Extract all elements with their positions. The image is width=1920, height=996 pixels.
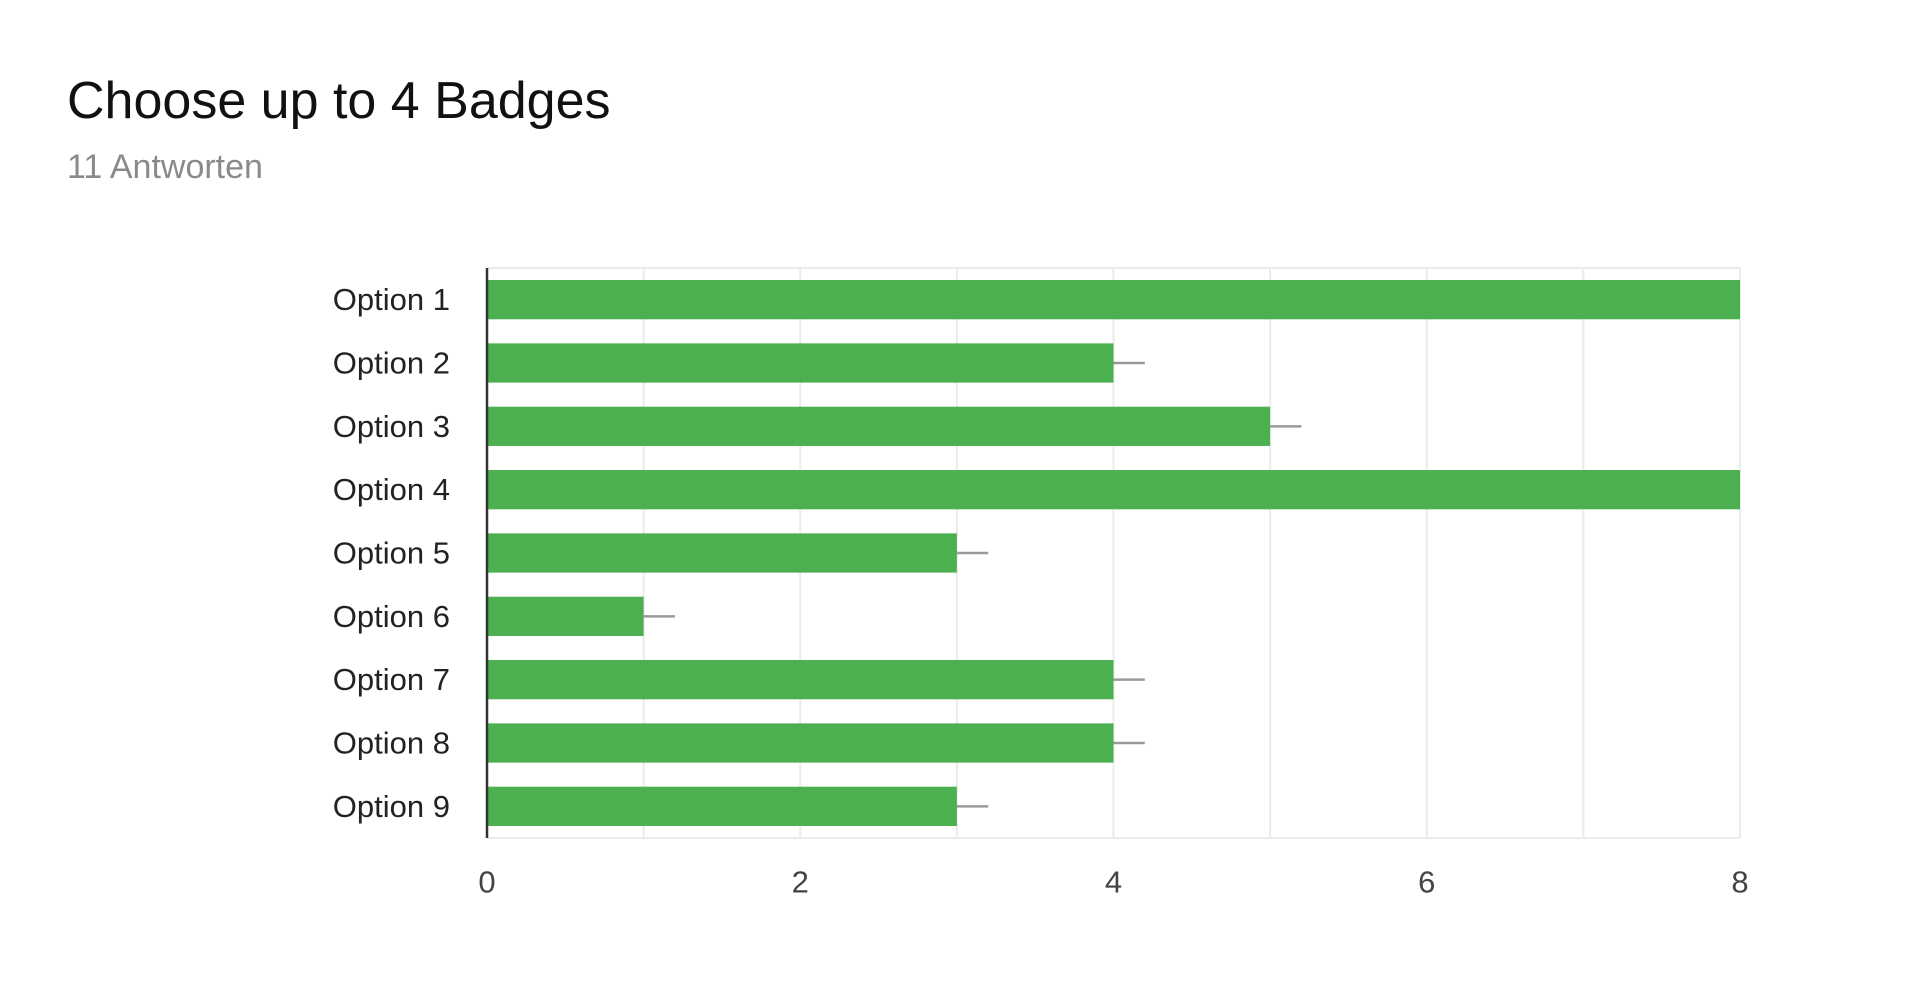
chart-title: Choose up to 4 Badges bbox=[67, 72, 611, 130]
category-label: Option 2 bbox=[333, 346, 450, 381]
x-tick-label: 4 bbox=[1105, 865, 1122, 900]
category-label: Option 8 bbox=[333, 726, 450, 761]
category-label: Option 9 bbox=[333, 789, 450, 824]
category-label: Option 1 bbox=[333, 282, 450, 317]
bar bbox=[487, 280, 1740, 320]
category-label: Option 4 bbox=[333, 472, 450, 507]
category-label: Option 5 bbox=[333, 536, 450, 571]
x-tick-label: 8 bbox=[1731, 865, 1748, 900]
bar bbox=[487, 786, 957, 826]
x-tick-label: 6 bbox=[1418, 865, 1435, 900]
bar bbox=[487, 596, 644, 636]
category-label: Option 3 bbox=[333, 409, 450, 444]
bars bbox=[487, 280, 1740, 826]
category-label: Option 7 bbox=[333, 662, 450, 697]
bar bbox=[487, 660, 1114, 700]
category-label: Option 6 bbox=[333, 599, 450, 634]
bar bbox=[487, 723, 1114, 763]
labels: Option 1 Option 2 Option 3 Option 4 Option 5… bbox=[333, 282, 1749, 899]
bar bbox=[487, 343, 1114, 383]
response-count: 11 Antworten bbox=[67, 148, 263, 186]
bar bbox=[487, 533, 957, 573]
bar bbox=[487, 406, 1271, 446]
x-tick-label: 0 bbox=[478, 865, 495, 900]
bar bbox=[487, 470, 1740, 510]
x-tick-label: 2 bbox=[792, 865, 809, 900]
